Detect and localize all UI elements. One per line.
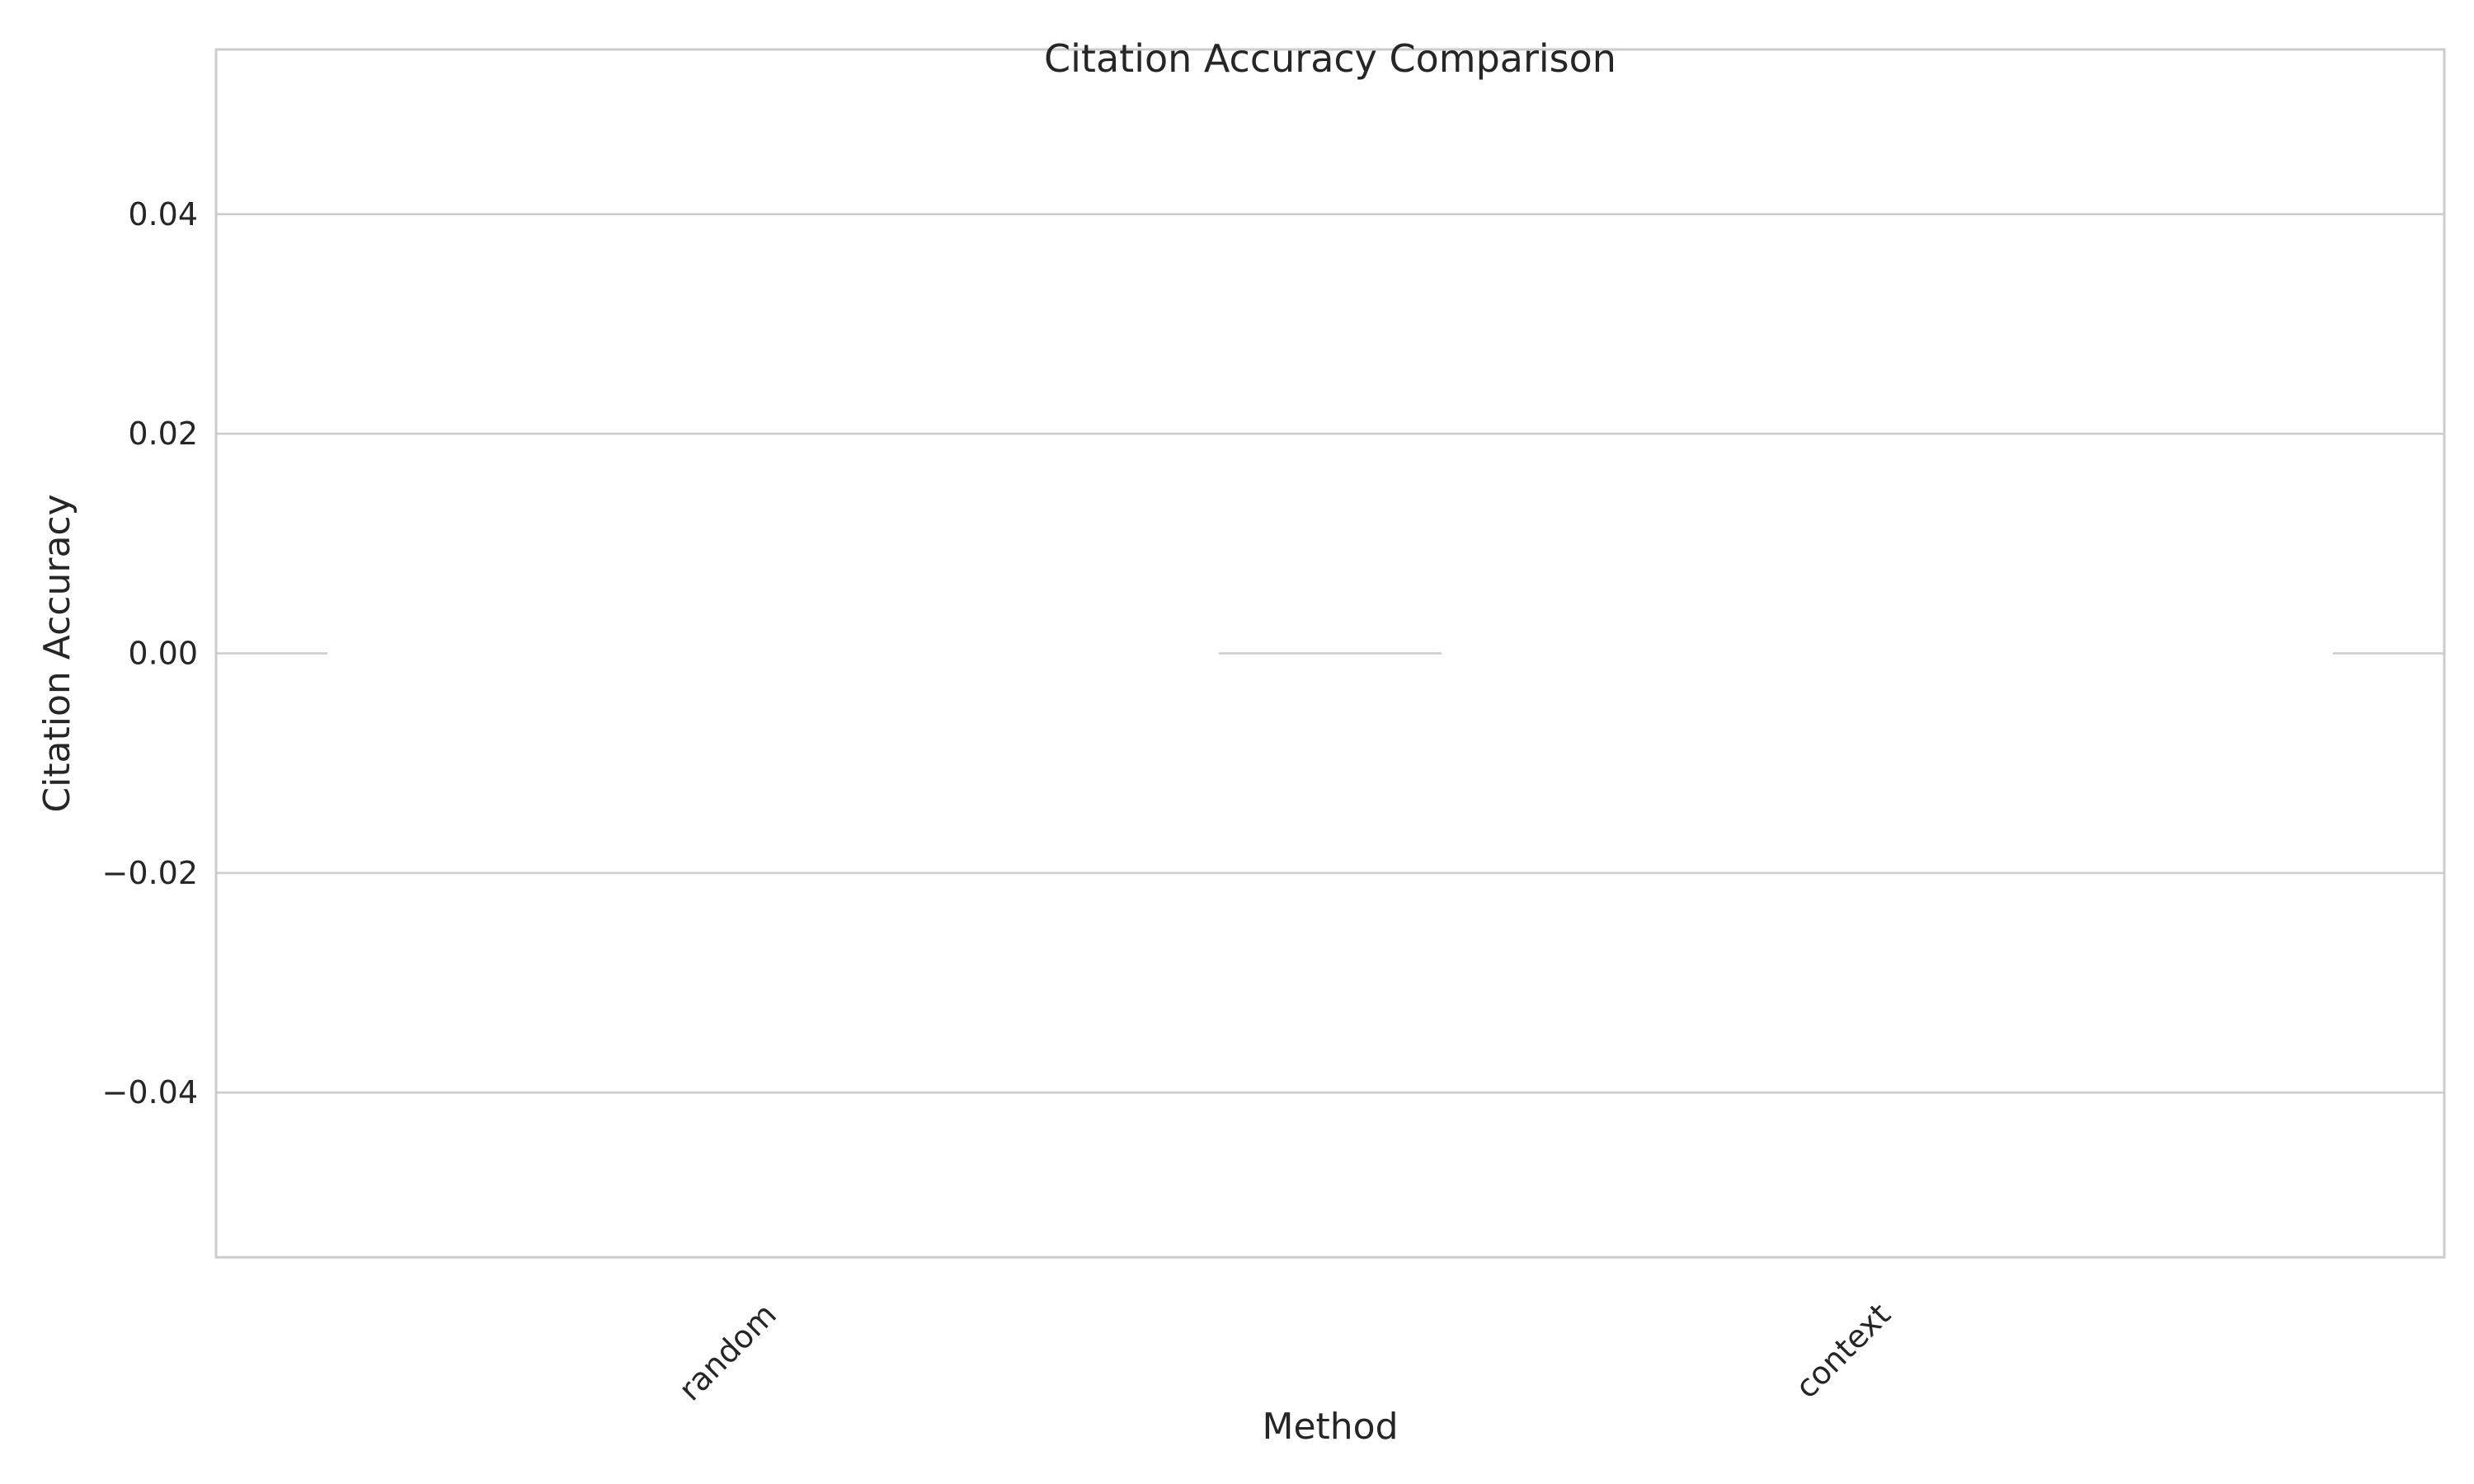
y-tick-labels: −0.04 −0.02 0.00 0.02 0.04 [102,196,198,1111]
plot-frame [214,48,2446,1259]
y-tick-label: 0.04 [128,196,198,232]
y-axis-label: Citation Accuracy [36,494,78,812]
y-tick-label: 0.02 [128,416,198,452]
x-axis-label: Method [1262,1406,1398,1448]
bars [327,650,2333,656]
y-tick-label: 0.00 [128,636,198,672]
y-tick-label: −0.04 [102,1074,198,1111]
y-tick-label: −0.02 [102,855,198,891]
bar-random [327,650,1219,656]
bar-context [1442,650,2333,656]
chart-title: Citation Accuracy Comparison [1044,36,1616,81]
